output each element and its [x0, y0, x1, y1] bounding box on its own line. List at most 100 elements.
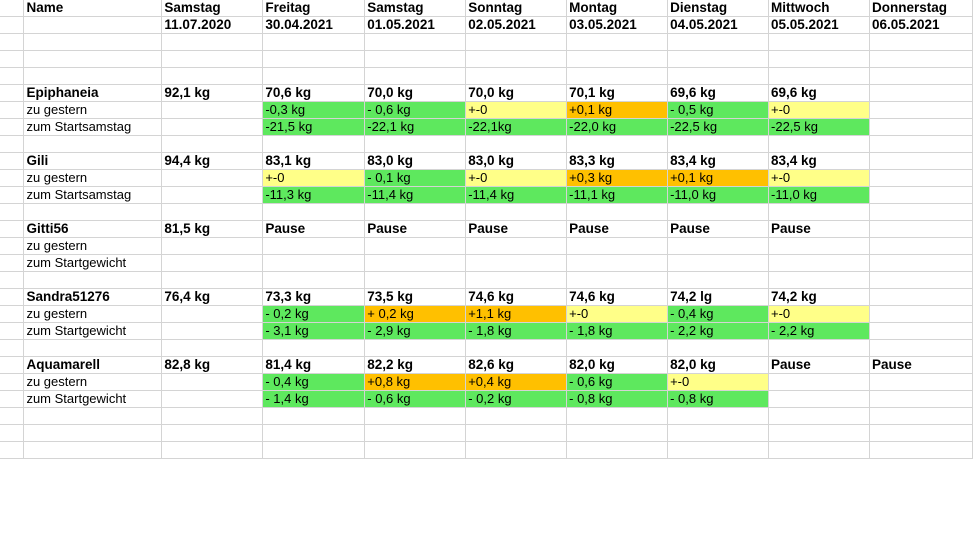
- empty-cell[interactable]: [23, 67, 163, 85]
- diff-cell[interactable]: [869, 305, 973, 323]
- empty-cell[interactable]: [0, 271, 25, 289]
- row-gutter-cell[interactable]: [0, 322, 25, 340]
- row-gutter-cell[interactable]: [0, 390, 25, 408]
- diff-cell[interactable]: +0,4 kg: [465, 373, 568, 391]
- diff-cell[interactable]: - 0,4 kg: [262, 373, 366, 391]
- person-name-cell[interactable]: Gitti56: [23, 220, 163, 238]
- column-header-date[interactable]: 06.05.2021: [869, 16, 973, 34]
- total-cell[interactable]: - 1,8 kg: [465, 322, 568, 340]
- empty-cell[interactable]: [161, 186, 264, 204]
- empty-cell[interactable]: [23, 424, 163, 442]
- empty-cell[interactable]: [161, 203, 264, 221]
- empty-cell[interactable]: [161, 50, 264, 68]
- total-cell[interactable]: -11,1 kg: [566, 186, 669, 204]
- weight-cell[interactable]: 82,6 kg: [465, 356, 568, 374]
- start-weight-cell[interactable]: 82,8 kg: [161, 356, 264, 374]
- total-cell[interactable]: -11,0 kg: [667, 186, 770, 204]
- total-cell[interactable]: [768, 390, 870, 408]
- total-cell[interactable]: - 2,2 kg: [667, 322, 770, 340]
- weight-cell[interactable]: 83,0 kg: [465, 152, 568, 170]
- weight-cell[interactable]: 73,5 kg: [364, 288, 467, 306]
- empty-cell[interactable]: [768, 33, 870, 51]
- row-gutter-cell[interactable]: [0, 356, 25, 374]
- start-weight-cell[interactable]: 76,4 kg: [161, 288, 264, 306]
- weight-cell[interactable]: 82,0 kg: [566, 356, 669, 374]
- empty-cell[interactable]: [465, 339, 568, 357]
- empty-cell[interactable]: [161, 135, 264, 153]
- empty-cell[interactable]: [23, 135, 163, 153]
- empty-cell[interactable]: [566, 33, 669, 51]
- empty-cell[interactable]: [364, 441, 467, 459]
- empty-cell[interactable]: [667, 203, 770, 221]
- empty-cell[interactable]: [667, 271, 770, 289]
- empty-cell[interactable]: [161, 254, 264, 272]
- diff-cell[interactable]: [566, 237, 669, 255]
- person-name-cell[interactable]: Sandra51276: [23, 288, 163, 306]
- empty-cell[interactable]: [23, 33, 163, 51]
- row-gutter-cell[interactable]: [0, 118, 25, 136]
- empty-cell[interactable]: [667, 424, 770, 442]
- weight-cell[interactable]: 83,3 kg: [566, 152, 669, 170]
- empty-cell[interactable]: [23, 50, 163, 68]
- total-cell[interactable]: - 2,9 kg: [364, 322, 467, 340]
- diff-cell[interactable]: +-0: [465, 101, 568, 119]
- total-cell[interactable]: -22,1 kg: [364, 118, 467, 136]
- diff-label-cell[interactable]: zu gestern: [23, 305, 163, 323]
- empty-cell[interactable]: [161, 33, 264, 51]
- weight-cell[interactable]: 83,1 kg: [262, 152, 366, 170]
- row-gutter-cell[interactable]: [0, 16, 25, 34]
- empty-cell[interactable]: [768, 271, 870, 289]
- empty-cell[interactable]: [465, 407, 568, 425]
- diff-cell[interactable]: +-0: [262, 169, 366, 187]
- empty-cell[interactable]: [566, 135, 669, 153]
- column-header-day[interactable]: Samstag: [364, 0, 467, 17]
- weight-cell[interactable]: 70,1 kg: [566, 84, 669, 102]
- weight-cell[interactable]: 74,6 kg: [566, 288, 669, 306]
- diff-cell[interactable]: +-0: [667, 373, 770, 391]
- person-name-cell[interactable]: Epiphaneia: [23, 84, 163, 102]
- column-header-day[interactable]: Montag: [566, 0, 669, 17]
- empty-cell[interactable]: [161, 373, 264, 391]
- column-header-date[interactable]: 30.04.2021: [262, 16, 366, 34]
- total-cell[interactable]: [869, 390, 973, 408]
- empty-cell[interactable]: [566, 203, 669, 221]
- total-cell[interactable]: -21,5 kg: [262, 118, 366, 136]
- empty-cell[interactable]: [0, 407, 25, 425]
- diff-cell[interactable]: +-0: [768, 305, 870, 323]
- diff-cell[interactable]: +-0: [465, 169, 568, 187]
- weight-cell[interactable]: Pause: [667, 220, 770, 238]
- empty-cell[interactable]: [566, 50, 669, 68]
- empty-cell[interactable]: [161, 441, 264, 459]
- empty-cell[interactable]: [23, 271, 163, 289]
- column-header-day[interactable]: Mittwoch: [768, 0, 870, 17]
- total-cell[interactable]: -11,0 kg: [768, 186, 870, 204]
- diff-cell[interactable]: [869, 237, 973, 255]
- weight-cell[interactable]: 69,6 kg: [768, 84, 870, 102]
- total-cell[interactable]: -22,1kg: [465, 118, 568, 136]
- weight-cell[interactable]: [869, 84, 973, 102]
- empty-cell[interactable]: [161, 322, 264, 340]
- empty-cell[interactable]: [566, 67, 669, 85]
- empty-cell[interactable]: [768, 50, 870, 68]
- total-cell[interactable]: [566, 254, 669, 272]
- total-cell[interactable]: - 1,8 kg: [566, 322, 669, 340]
- diff-cell[interactable]: +0,1 kg: [667, 169, 770, 187]
- empty-cell[interactable]: [465, 424, 568, 442]
- weight-cell[interactable]: 81,4 kg: [262, 356, 366, 374]
- empty-cell[interactable]: [364, 33, 467, 51]
- column-header-date[interactable]: [23, 16, 163, 34]
- column-header-day[interactable]: Samstag: [161, 0, 264, 17]
- empty-cell[interactable]: [161, 390, 264, 408]
- total-label-cell[interactable]: zum Startgewicht: [23, 390, 163, 408]
- row-gutter-cell[interactable]: [0, 84, 25, 102]
- diff-cell[interactable]: [869, 169, 973, 187]
- weight-cell[interactable]: Pause: [262, 220, 366, 238]
- empty-cell[interactable]: [566, 424, 669, 442]
- empty-cell[interactable]: [768, 339, 870, 357]
- empty-cell[interactable]: [262, 33, 366, 51]
- row-gutter-cell[interactable]: [0, 101, 25, 119]
- empty-cell[interactable]: [768, 441, 870, 459]
- start-weight-cell[interactable]: 92,1 kg: [161, 84, 264, 102]
- start-weight-cell[interactable]: 94,4 kg: [161, 152, 264, 170]
- empty-cell[interactable]: [262, 203, 366, 221]
